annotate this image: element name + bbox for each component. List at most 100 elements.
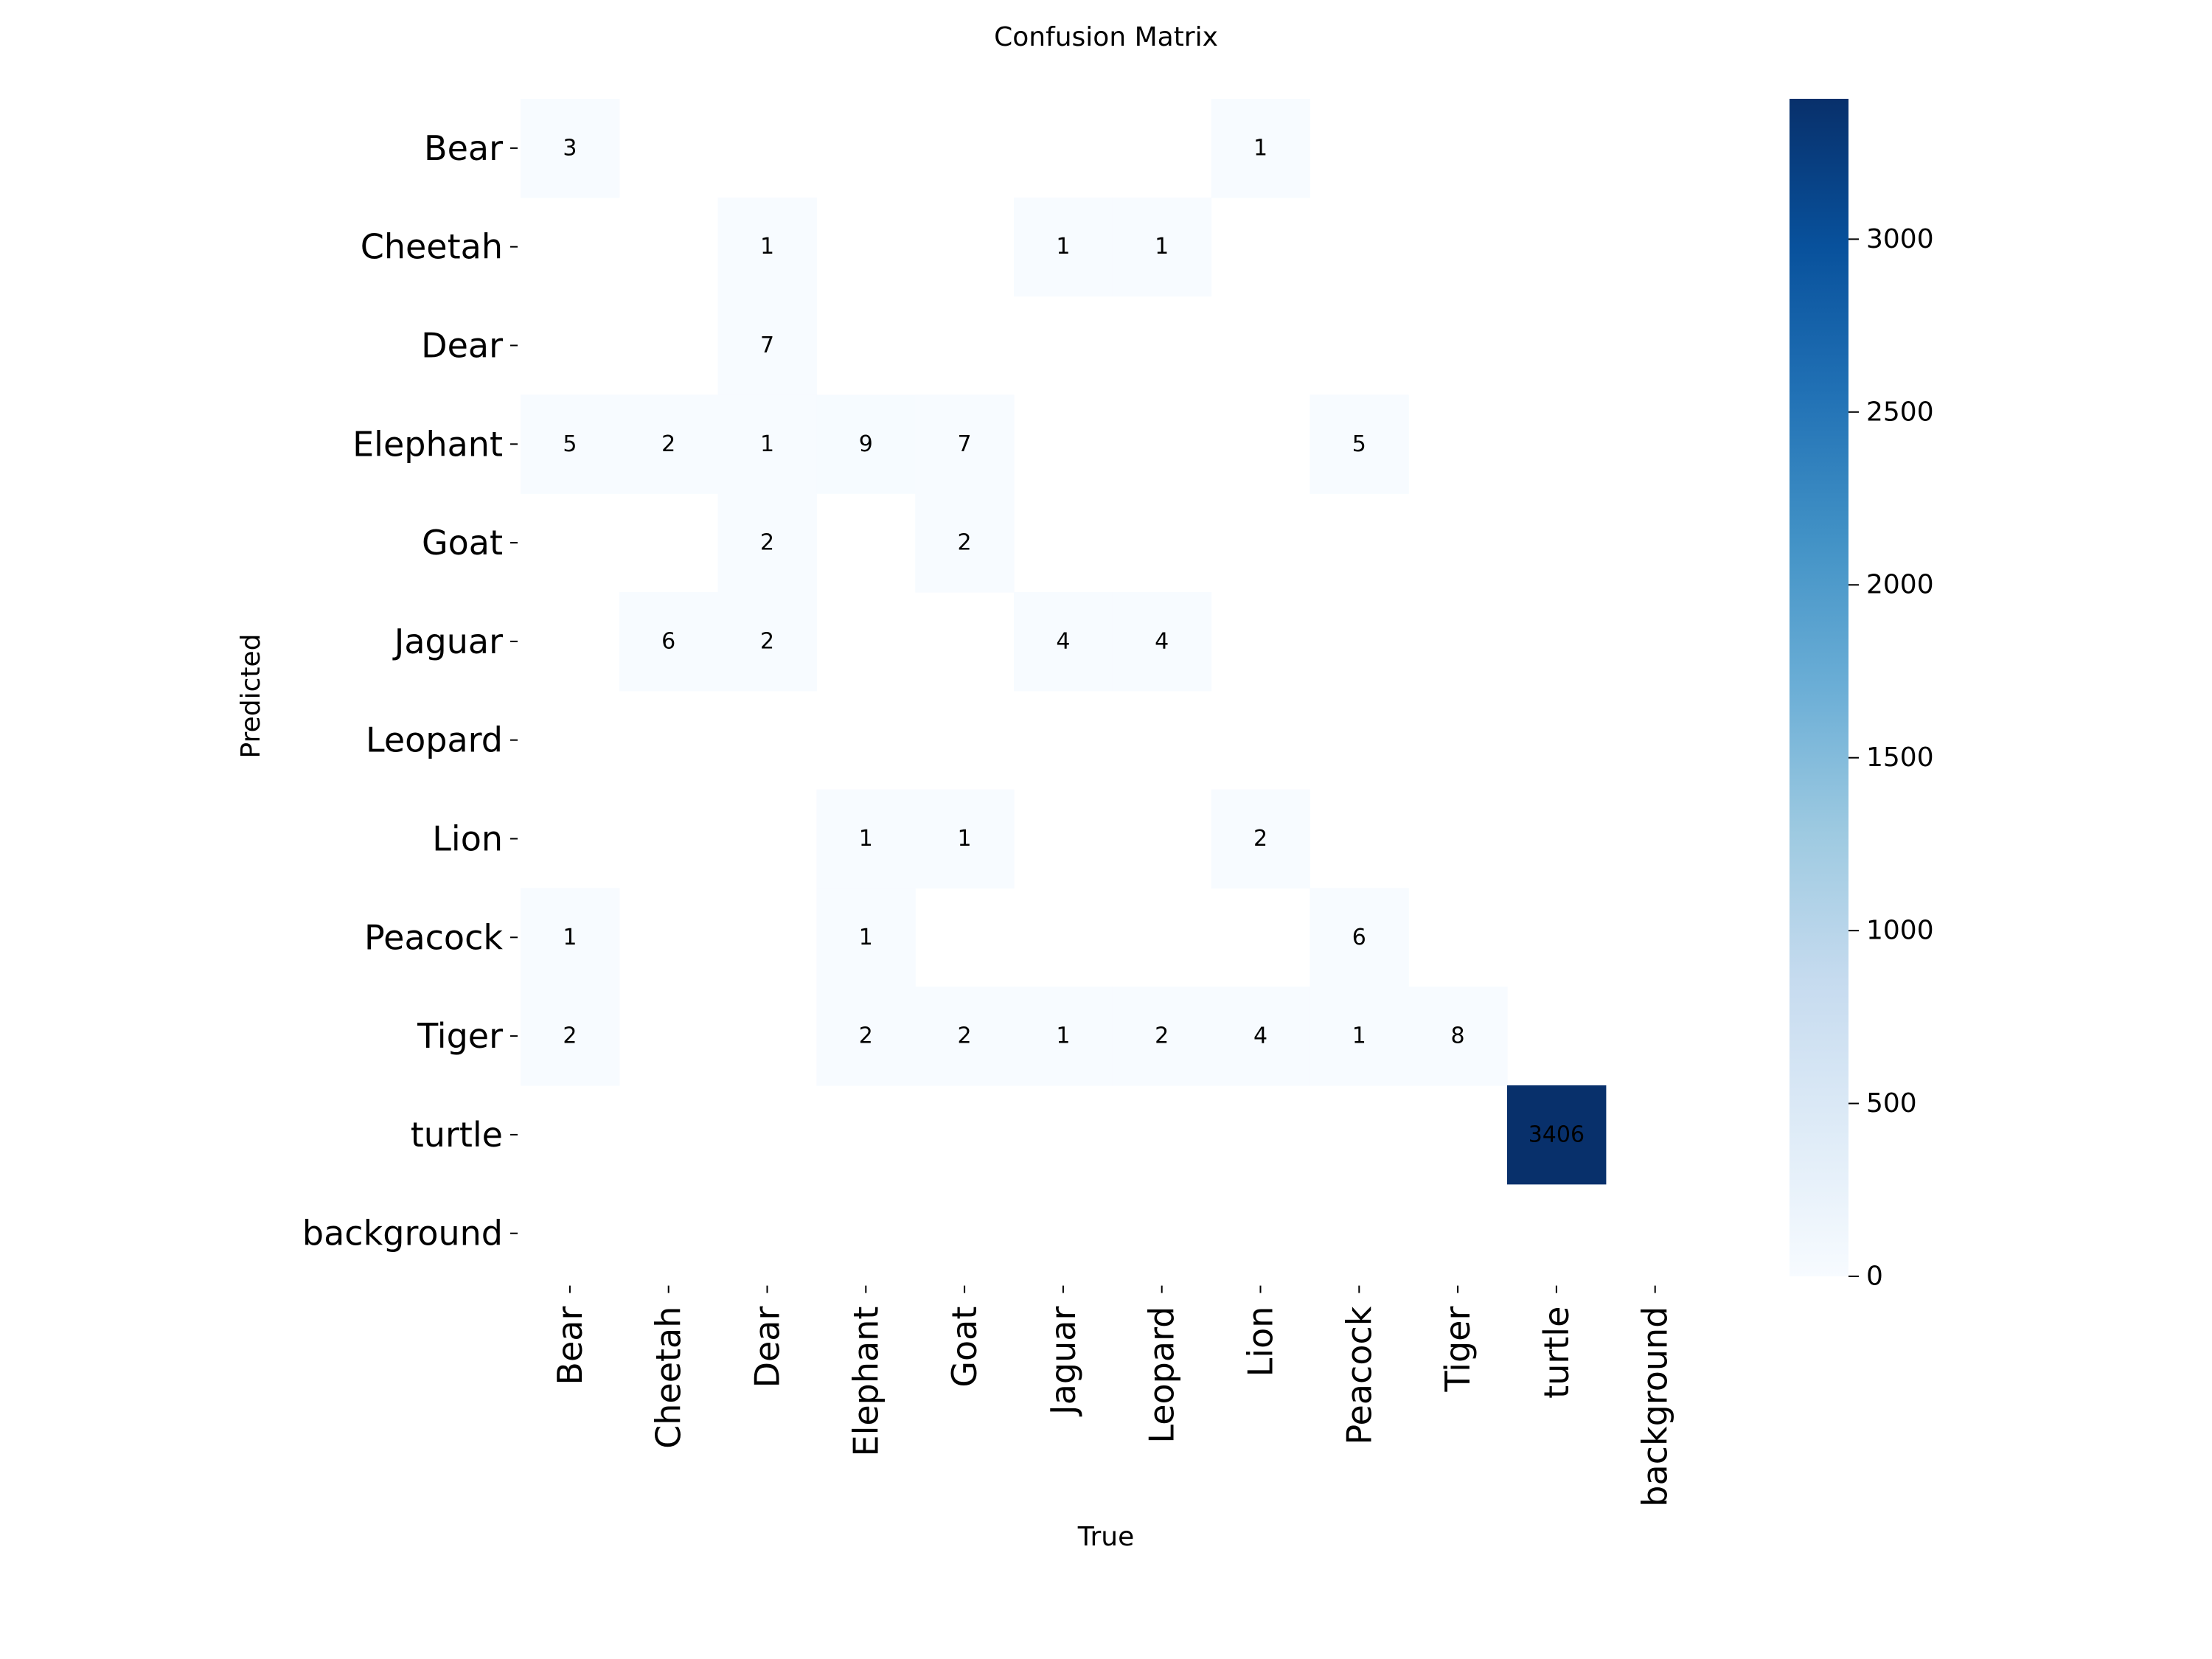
- heatmap-cell: [1014, 987, 1113, 1086]
- y-tick-label: background: [302, 1214, 503, 1253]
- cell-value-label: 2: [859, 1023, 873, 1049]
- cell-value-label: 2: [563, 1023, 577, 1049]
- heatmap-cell: [1310, 888, 1409, 987]
- cell-value-label: 1: [859, 925, 873, 950]
- heatmap-cell: [816, 394, 916, 494]
- cell-value-label: 6: [661, 628, 675, 654]
- y-tick-label: Leopard: [366, 720, 503, 760]
- heatmap-cell: [717, 592, 817, 692]
- x-tick-label: Lion: [1241, 1307, 1281, 1377]
- colorbar-tick-label: 0: [1866, 1262, 1883, 1292]
- heatmap-cells: [521, 99, 1607, 1185]
- y-axis-label: Predicted: [236, 634, 266, 759]
- heatmap-cell: [521, 987, 620, 1086]
- heatmap-cell: [1112, 987, 1212, 1086]
- colorbar-tick-label: 1000: [1866, 916, 1934, 946]
- heatmap-cell: [717, 394, 817, 494]
- heatmap-cell: [816, 987, 916, 1086]
- y-tick-label: Jaguar: [392, 622, 503, 661]
- heatmap-cell: [521, 394, 620, 494]
- x-tick-label: Goat: [945, 1307, 984, 1388]
- cell-value-label: 1: [563, 925, 577, 950]
- cell-value-label: 2: [958, 1023, 972, 1049]
- heatmap-cell: [1014, 197, 1113, 297]
- cell-value-label: 5: [1352, 431, 1366, 457]
- colorbar: [1790, 99, 1848, 1276]
- heatmap-cell: [717, 197, 817, 297]
- heatmap-cell: [1112, 592, 1212, 692]
- heatmap-cell: [619, 394, 719, 494]
- cell-value-label: 1: [859, 826, 873, 852]
- cell-value-label: 1: [1155, 234, 1169, 260]
- x-tick-label: Cheetah: [649, 1307, 689, 1449]
- heatmap-cell: [717, 296, 817, 395]
- cell-value-label: 2: [958, 530, 972, 556]
- cell-value-label: 5: [563, 431, 577, 457]
- cell-value-label: 1: [760, 234, 774, 260]
- x-tick-label: Bear: [550, 1307, 590, 1385]
- cell-value-label: 2: [1253, 826, 1267, 852]
- heatmap-cell: [1014, 592, 1113, 692]
- cell-value-label: 9: [859, 431, 873, 457]
- cell-value-label: 1: [1056, 1023, 1070, 1049]
- heatmap-cell: [915, 789, 1015, 888]
- colorbar-tick-label: 2500: [1866, 397, 1934, 427]
- y-tick-label: Cheetah: [361, 227, 503, 267]
- heatmap-cell: [816, 789, 916, 888]
- cell-value-label: 1: [760, 431, 774, 457]
- heatmap-cell: [915, 493, 1015, 593]
- heatmap-cell: [1211, 99, 1310, 198]
- heatmap-cell: [1507, 1085, 1607, 1185]
- x-tick-label: Tiger: [1438, 1307, 1478, 1393]
- heatmap-cell: [1112, 197, 1212, 297]
- heatmap-cell: [915, 987, 1015, 1086]
- x-tick-label: Elephant: [846, 1307, 886, 1457]
- cell-value-label: 2: [1155, 1023, 1169, 1049]
- heatmap-cell-labels: 3 1 1 1 1 7 5 2 1 9 7 5 2 2 6 2 4 4 1 1 2 1 1 6 2 2 2 1 2 4 1 8 3406: [563, 135, 1585, 1147]
- y-axis-ticks: Bear Cheetah Dear Elephant Goat Jaguar Leopard…: [302, 128, 518, 1253]
- heatmap-cell: [915, 394, 1015, 494]
- colorbar-tick-label: 2000: [1866, 570, 1934, 600]
- heatmap-cell: [521, 99, 620, 198]
- y-tick-label: Lion: [432, 819, 503, 859]
- x-tick-label: turtle: [1537, 1307, 1576, 1399]
- cell-value-label: 7: [958, 431, 972, 457]
- y-tick-label: turtle: [411, 1115, 503, 1155]
- x-tick-label: Jaguar: [1043, 1307, 1083, 1417]
- colorbar-tick-label: 1500: [1866, 742, 1934, 773]
- heatmap-cell: [1310, 394, 1409, 494]
- cell-value-label: 4: [1155, 628, 1169, 654]
- heatmap-cell: [619, 592, 719, 692]
- cell-value-label: 7: [760, 333, 774, 358]
- y-tick-label: Dear: [421, 326, 503, 366]
- cell-value-label: 4: [1253, 1023, 1267, 1049]
- x-tick-label: Peacock: [1339, 1306, 1379, 1444]
- cell-value-label: 3406: [1528, 1121, 1585, 1147]
- heatmap-cell: [1211, 789, 1310, 888]
- cell-value-label: 2: [760, 530, 774, 556]
- y-tick-label: Bear: [424, 128, 503, 168]
- colorbar-ticks: 0 500 1000 1500 2000 2500 3000: [1848, 224, 1934, 1292]
- colorbar-tick-label: 500: [1866, 1088, 1917, 1119]
- cell-value-label: 1: [1056, 234, 1070, 260]
- x-tick-label: Leopard: [1142, 1307, 1182, 1444]
- cell-value-label: 1: [958, 826, 972, 852]
- y-tick-label: Elephant: [352, 424, 503, 464]
- y-tick-label: Peacock: [364, 917, 503, 957]
- cell-value-label: 1: [1352, 1023, 1366, 1049]
- cell-value-label: 6: [1352, 925, 1366, 950]
- heatmap-cell: [521, 888, 620, 987]
- heatmap-cell: [717, 493, 817, 593]
- heatmap-cell: [1310, 987, 1409, 1086]
- x-axis-ticks: Bear Cheetah Dear Elephant Goat Jaguar Leopard…: [550, 1285, 1675, 1507]
- cell-value-label: 2: [760, 628, 774, 654]
- chart-title: Confusion Matrix: [994, 22, 1218, 52]
- y-tick-label: Tiger: [417, 1016, 503, 1056]
- x-tick-label: background: [1635, 1307, 1675, 1507]
- cell-value-label: 2: [661, 431, 675, 457]
- y-tick-label: Goat: [422, 523, 503, 563]
- heatmap-cell: [1211, 987, 1310, 1086]
- heatmap-cell: [1408, 987, 1508, 1086]
- cell-value-label: 3: [563, 135, 577, 161]
